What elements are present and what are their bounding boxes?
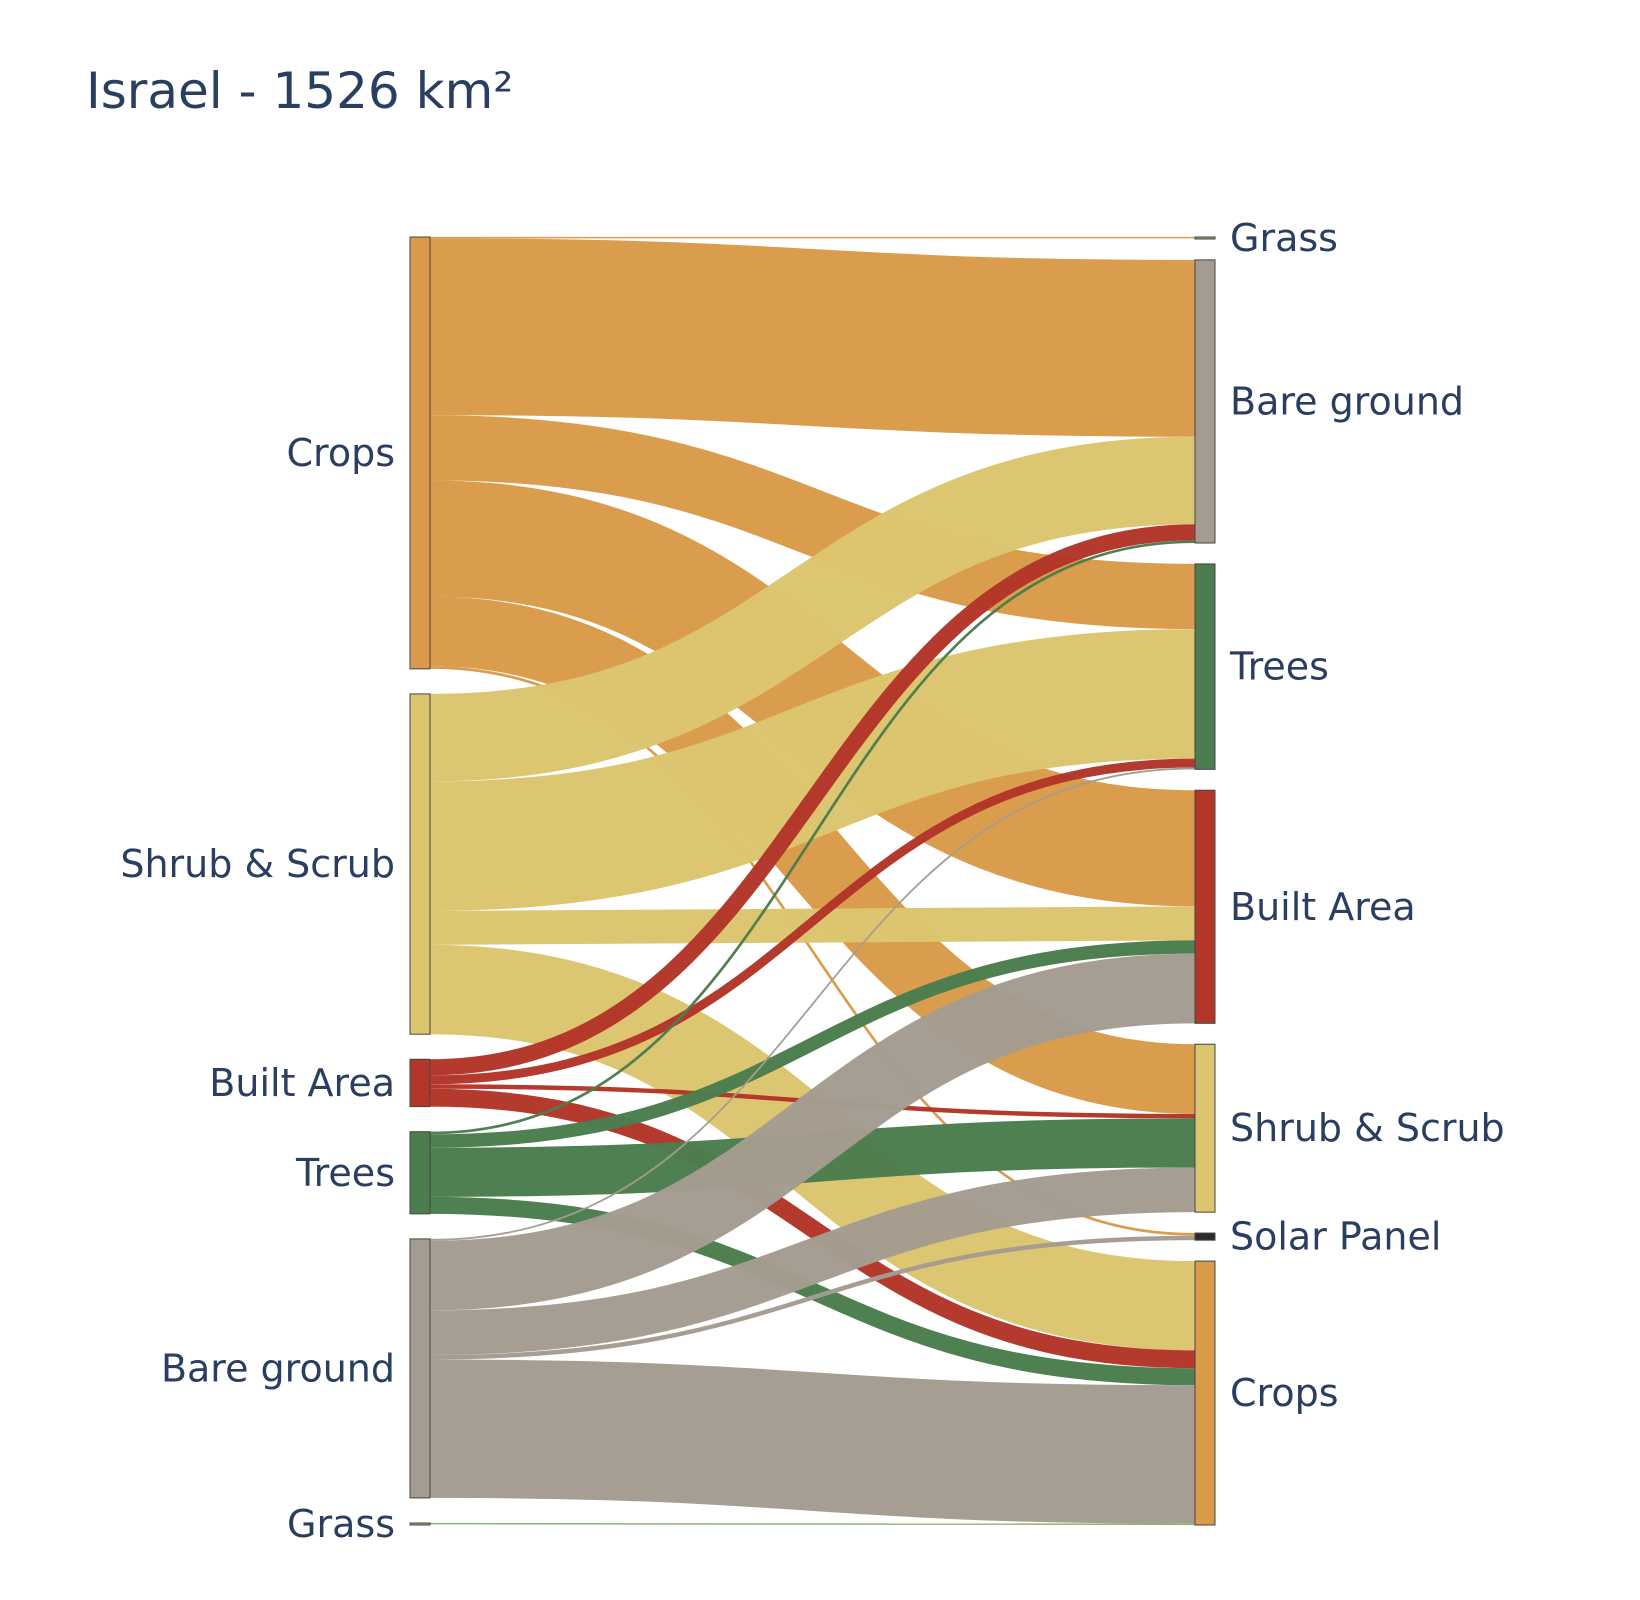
link-trees-to-built[interactable]: [429, 940, 1196, 1148]
link-crops-to-built[interactable]: [429, 480, 1196, 907]
node-src-grass[interactable]: [409, 1522, 431, 1526]
link-built-to-bare[interactable]: [429, 524, 1196, 1076]
node-src-trees[interactable]: [409, 1131, 431, 1215]
label-tgt-bare: Bare ground: [1230, 379, 1464, 423]
label-src-shrub: Shrub & Scrub: [120, 842, 395, 886]
link-grass-to-crops[interactable]: [429, 1522, 1196, 1526]
node-src-built[interactable]: [409, 1058, 431, 1108]
node-tgt-built[interactable]: [1194, 789, 1216, 1024]
link-built-to-trees[interactable]: [429, 758, 1196, 1085]
node-src-crops[interactable]: [409, 236, 431, 670]
link-bare-to-built[interactable]: [429, 953, 1196, 1311]
chart-title: Israel - 1526 km²: [86, 62, 514, 120]
sankey-labels: Crops Shrub & Scrub Built Area Trees Bare gr…: [120, 216, 1504, 1546]
label-tgt-solar: Solar Panel: [1230, 1215, 1441, 1259]
link-crops-to-trees[interactable]: [429, 415, 1196, 630]
node-tgt-shrub[interactable]: [1194, 1043, 1216, 1213]
link-shrub-to-trees[interactable]: [429, 629, 1196, 911]
link-bare-to-trees[interactable]: [429, 767, 1196, 1241]
label-tgt-grass: Grass: [1230, 216, 1338, 260]
node-src-bare[interactable]: [409, 1238, 431, 1499]
link-trees-to-crops[interactable]: [429, 1196, 1196, 1386]
node-tgt-solar[interactable]: [1194, 1232, 1216, 1241]
label-tgt-built: Built Area: [1230, 885, 1416, 929]
label-tgt-crops: Crops: [1230, 1371, 1339, 1415]
node-src-shrub[interactable]: [409, 693, 431, 1035]
label-src-grass: Grass: [287, 1502, 395, 1546]
link-bare-to-shrub[interactable]: [429, 1167, 1196, 1356]
node-tgt-crops[interactable]: [1194, 1260, 1216, 1526]
node-tgt-trees[interactable]: [1194, 563, 1216, 770]
sankey-nodes: [409, 236, 1216, 1526]
label-tgt-trees: Trees: [1229, 645, 1329, 689]
link-bare-to-crops[interactable]: [429, 1359, 1196, 1524]
label-src-built: Built Area: [209, 1061, 395, 1105]
link-crops-to-shrub[interactable]: [429, 596, 1196, 1114]
link-crops-to-bare[interactable]: [429, 238, 1196, 437]
link-built-to-crops[interactable]: [429, 1088, 1196, 1369]
label-tgt-shrub: Shrub & Scrub: [1230, 1106, 1505, 1150]
label-src-trees: Trees: [295, 1151, 395, 1195]
node-tgt-grass[interactable]: [1194, 236, 1216, 240]
node-tgt-bare[interactable]: [1194, 259, 1216, 544]
sankey-links: [429, 236, 1196, 1526]
link-shrub-to-bare[interactable]: [429, 436, 1196, 782]
label-src-bare: Bare ground: [161, 1346, 395, 1390]
link-bare-to-solar[interactable]: [429, 1235, 1196, 1360]
link-trees-to-bare[interactable]: [429, 540, 1196, 1135]
label-src-crops: Crops: [287, 431, 396, 475]
